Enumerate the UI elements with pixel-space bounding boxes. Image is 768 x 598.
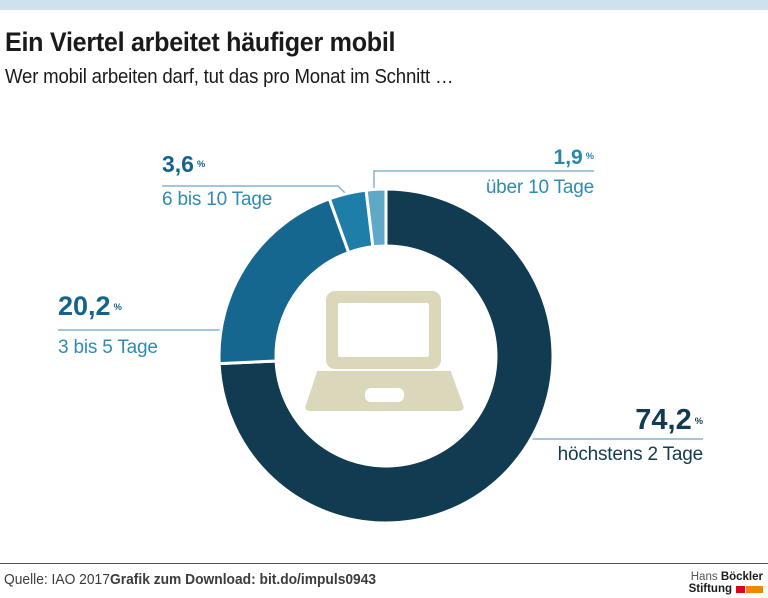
logo-red-block (736, 586, 745, 594)
segment-label-3-bis-5-tage: 20,2% 3 bis 5 Tage (58, 291, 158, 358)
callout-line-over10 (373, 170, 594, 189)
footer-divider (0, 563, 768, 564)
segment-name: über 10 Tage (485, 177, 594, 198)
segment-value: 74,2 (635, 404, 692, 436)
percent-sign: % (113, 302, 122, 313)
top-accent-bar (0, 0, 768, 10)
logo-word-boeckler: Böckler (720, 571, 763, 583)
percent-sign: % (585, 151, 594, 162)
download-text: Grafik zum Download: bit.do/impuls0943 (110, 571, 377, 588)
segment-value: 3,6 (162, 151, 194, 177)
donut-segments (217, 187, 555, 525)
segment-value: 20,2 (58, 291, 111, 321)
donut-segment (364, 187, 388, 249)
source-text: Quelle: IAO 2017 (4, 571, 110, 588)
page-title: Ein Viertel arbeitet häufiger mobil (5, 27, 396, 57)
segment-name: 6 bis 10 Tage (162, 189, 273, 210)
callout-line-6-10 (162, 185, 347, 195)
logo-word-hans: Hans (690, 571, 718, 583)
hans-boeckler-stiftung-logo: Hans Böckler Stiftung (689, 571, 763, 595)
segment-label-hoechstens-2-tage: 74,2% höchstens 2 Tage (557, 404, 704, 465)
laptop-icon (305, 291, 464, 411)
segment-name: 3 bis 5 Tage (58, 337, 158, 358)
donut-segment (217, 187, 555, 525)
logo-line-2: Stiftung (689, 583, 763, 595)
segment-name: höchstens 2 Tage (557, 444, 704, 465)
segment-value: 1,9 (553, 146, 583, 169)
segment-label-6-10-tage: 3,6% 6 bis 10 Tage (162, 151, 273, 210)
page-subtitle: Wer mobil arbeiten darf, tut das pro Mon… (5, 66, 454, 88)
percent-sign: % (694, 416, 703, 427)
segment-label-ueber-10-tage: 1,9% über 10 Tage (486, 147, 594, 197)
logo-word-stiftung: Stiftung (688, 583, 732, 596)
logo-line-1: Hans Böckler (689, 571, 763, 583)
percent-sign: % (196, 159, 206, 170)
logo-orange-block (746, 586, 763, 594)
callout-lines (58, 170, 703, 440)
